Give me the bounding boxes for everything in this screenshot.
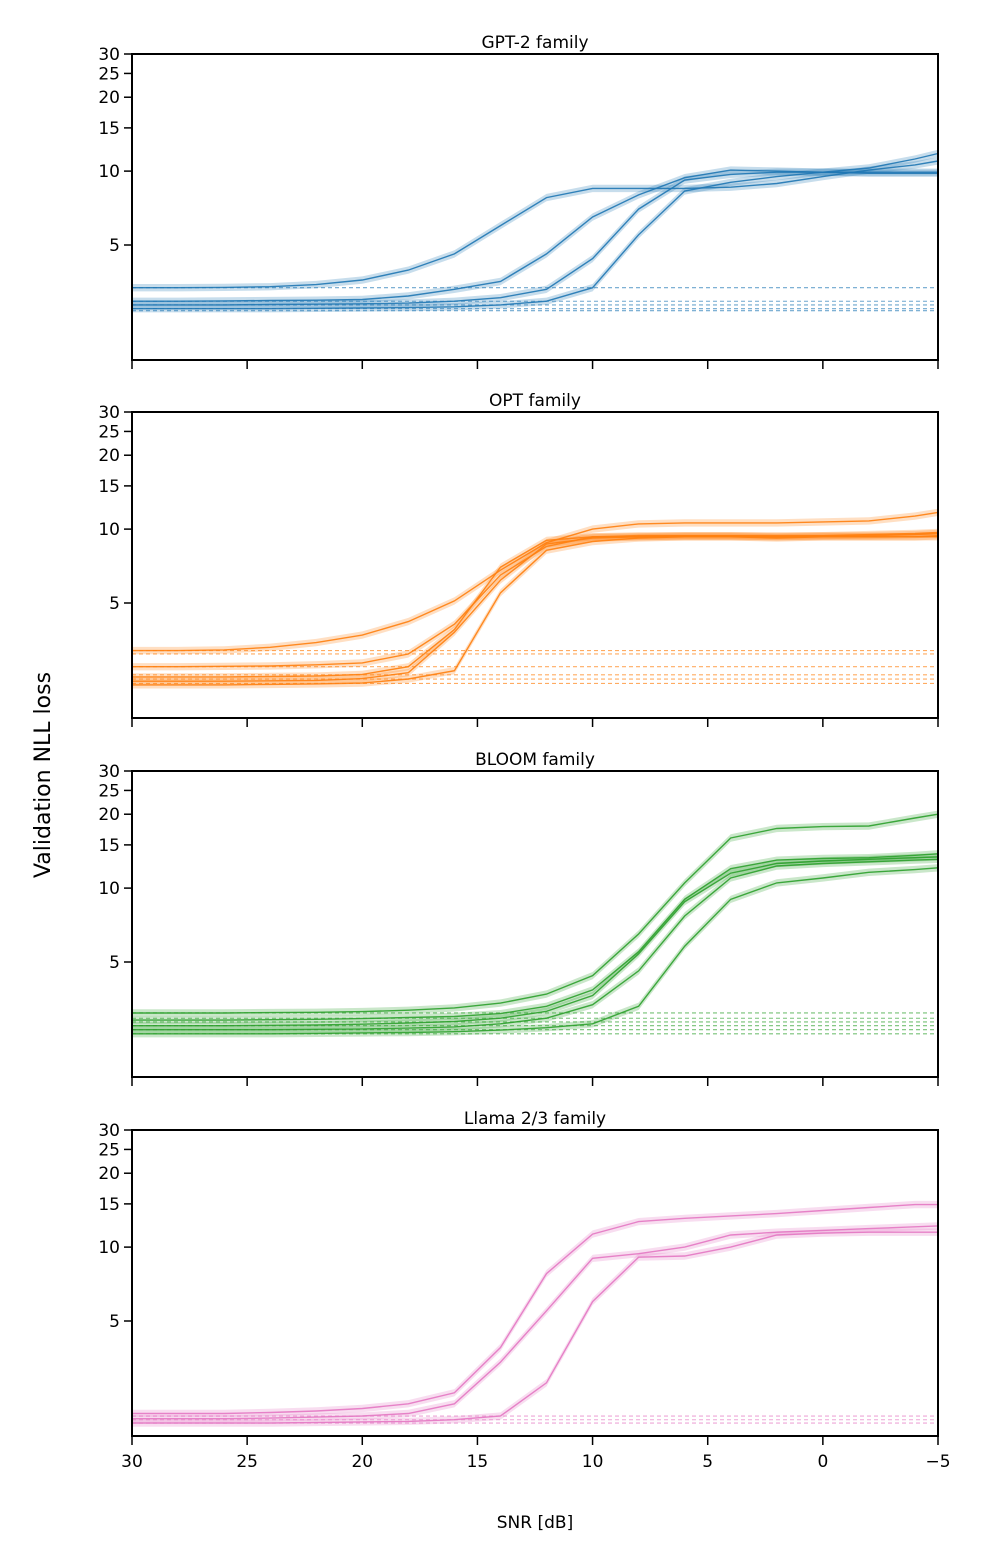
series-line-2 [132, 1225, 939, 1420]
y-tick-label: 10 [98, 1238, 120, 1258]
y-tick-label: 25 [98, 781, 120, 801]
axes-frame [131, 770, 939, 1078]
axes-frame [131, 411, 939, 719]
x-tick-label: 20 [351, 1452, 373, 1472]
series-line-3 [132, 532, 939, 678]
y-tick-label: 25 [98, 64, 120, 84]
series-line-1 [132, 160, 939, 289]
y-tick-label: 5 [109, 594, 120, 614]
x-tick-label: 25 [236, 1452, 258, 1472]
series-band-3 [132, 1228, 938, 1427]
panel-title: BLOOM family [475, 750, 595, 770]
y-tick-label: 20 [98, 805, 120, 825]
y-tick-label: 10 [98, 520, 120, 540]
y-tick-label: 5 [109, 236, 120, 256]
series-line-5 [132, 867, 939, 1035]
y-tick-label: 15 [98, 119, 120, 139]
y-tick-label: 25 [98, 422, 120, 442]
series-line-2 [132, 853, 939, 1021]
x-tick-label: 30 [121, 1452, 143, 1472]
panel-title: Llama 2/3 family [464, 1109, 606, 1129]
y-tick-label: 15 [98, 477, 120, 497]
panel-title: GPT-2 family [481, 33, 588, 53]
y-tick-label: 5 [109, 1312, 120, 1332]
axes-frame [131, 1129, 939, 1437]
x-tick-label: 10 [582, 1452, 604, 1472]
series-line-3 [132, 856, 939, 1027]
series-band-5 [132, 533, 938, 689]
series-band-1 [132, 157, 938, 292]
figure-y-axis-label: Validation NLL loss [31, 672, 56, 878]
y-tick-label: 30 [98, 45, 120, 65]
series-band-2 [132, 528, 938, 671]
y-tick-label: 30 [98, 762, 120, 782]
series-line-4 [132, 152, 939, 310]
series-band-2 [132, 1222, 938, 1423]
series-line-2 [132, 169, 938, 302]
series-line-1 [132, 1203, 938, 1415]
x-tick-label: 0 [817, 1452, 828, 1472]
series-line-1 [132, 813, 939, 1014]
y-tick-label: 10 [98, 879, 120, 899]
series-band-1 [132, 508, 938, 655]
series-line-3 [132, 1231, 938, 1424]
series-line-4 [132, 858, 939, 1031]
y-tick-label: 15 [98, 836, 120, 856]
y-tick-label: 10 [98, 162, 120, 182]
y-tick-label: 15 [98, 1195, 120, 1215]
figure-x-axis-label: SNR [dB] [497, 1513, 573, 1533]
panel-title: OPT family [489, 391, 581, 411]
x-tick-label: −5 [925, 1452, 950, 1472]
y-tick-label: 20 [98, 1164, 120, 1184]
y-tick-label: 30 [98, 1121, 120, 1141]
series-line-5 [132, 536, 938, 686]
series-line-1 [132, 511, 939, 652]
series-band-4 [132, 149, 938, 313]
y-tick-label: 5 [109, 953, 120, 973]
y-tick-label: 20 [98, 88, 120, 108]
y-tick-label: 20 [98, 446, 120, 466]
x-tick-label: 5 [702, 1452, 713, 1472]
y-tick-label: 30 [98, 403, 120, 423]
y-tick-label: 25 [98, 1140, 120, 1160]
x-tick-label: 15 [467, 1452, 489, 1472]
axes-frame [131, 53, 939, 361]
series-band-1 [132, 810, 938, 1017]
series-band-4 [132, 532, 938, 685]
